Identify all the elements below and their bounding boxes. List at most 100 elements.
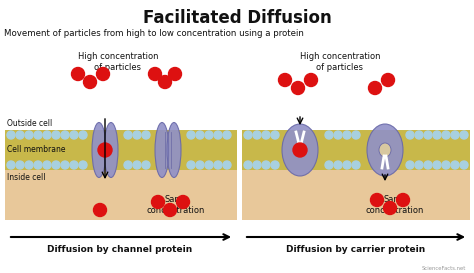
Circle shape	[383, 201, 396, 215]
Circle shape	[293, 143, 307, 157]
Circle shape	[451, 131, 459, 139]
Text: Same
concentration: Same concentration	[147, 195, 205, 215]
Circle shape	[187, 161, 195, 169]
Text: Cell membrane: Cell membrane	[7, 146, 65, 155]
Circle shape	[223, 131, 231, 139]
Circle shape	[424, 161, 432, 169]
Circle shape	[52, 161, 60, 169]
Circle shape	[52, 131, 60, 139]
Ellipse shape	[92, 123, 106, 177]
Circle shape	[214, 131, 222, 139]
Circle shape	[196, 161, 204, 169]
Text: Diffusion by channel protein: Diffusion by channel protein	[47, 245, 192, 254]
Circle shape	[176, 195, 190, 209]
Circle shape	[371, 194, 383, 206]
Circle shape	[196, 131, 204, 139]
Circle shape	[325, 161, 333, 169]
Ellipse shape	[282, 124, 318, 176]
Circle shape	[133, 131, 141, 139]
Circle shape	[79, 161, 87, 169]
Circle shape	[34, 131, 42, 139]
Ellipse shape	[167, 123, 181, 177]
FancyBboxPatch shape	[242, 130, 470, 170]
Circle shape	[124, 161, 132, 169]
Circle shape	[304, 73, 318, 87]
Circle shape	[442, 161, 450, 169]
Ellipse shape	[367, 124, 403, 176]
FancyBboxPatch shape	[242, 170, 470, 220]
Circle shape	[214, 161, 222, 169]
Circle shape	[396, 194, 410, 206]
Circle shape	[16, 161, 24, 169]
Circle shape	[460, 161, 468, 169]
Circle shape	[244, 131, 252, 139]
Circle shape	[79, 131, 87, 139]
Text: ScienceFacts.net: ScienceFacts.net	[422, 266, 466, 271]
Circle shape	[271, 131, 279, 139]
Circle shape	[7, 161, 15, 169]
Circle shape	[415, 131, 423, 139]
Circle shape	[83, 76, 97, 88]
Circle shape	[352, 161, 360, 169]
Circle shape	[7, 131, 15, 139]
Circle shape	[334, 161, 342, 169]
Circle shape	[223, 161, 231, 169]
Circle shape	[271, 161, 279, 169]
Ellipse shape	[379, 143, 391, 157]
Circle shape	[368, 82, 382, 94]
Circle shape	[325, 131, 333, 139]
FancyBboxPatch shape	[5, 130, 237, 170]
Circle shape	[43, 161, 51, 169]
Circle shape	[142, 161, 150, 169]
Circle shape	[133, 161, 141, 169]
Circle shape	[152, 195, 164, 209]
Text: Outside cell: Outside cell	[7, 118, 52, 127]
Circle shape	[343, 161, 351, 169]
Text: High concentration
of particles: High concentration of particles	[78, 52, 158, 72]
Circle shape	[142, 131, 150, 139]
Circle shape	[451, 161, 459, 169]
Circle shape	[61, 161, 69, 169]
Ellipse shape	[104, 123, 118, 177]
Circle shape	[334, 131, 342, 139]
Text: Facilitated Diffusion: Facilitated Diffusion	[143, 9, 331, 27]
Circle shape	[70, 161, 78, 169]
Circle shape	[124, 131, 132, 139]
Circle shape	[460, 131, 468, 139]
Circle shape	[253, 161, 261, 169]
Circle shape	[72, 67, 84, 81]
Circle shape	[205, 131, 213, 139]
Circle shape	[34, 161, 42, 169]
Circle shape	[433, 131, 441, 139]
Circle shape	[406, 161, 414, 169]
Circle shape	[148, 67, 162, 81]
Circle shape	[187, 131, 195, 139]
Circle shape	[25, 131, 33, 139]
Circle shape	[415, 161, 423, 169]
Circle shape	[16, 131, 24, 139]
Circle shape	[158, 76, 172, 88]
Circle shape	[292, 82, 304, 94]
Circle shape	[61, 131, 69, 139]
Circle shape	[98, 143, 112, 157]
Text: Inside cell: Inside cell	[7, 174, 46, 182]
Ellipse shape	[155, 123, 169, 177]
Circle shape	[168, 67, 182, 81]
Text: High concentration
of particles: High concentration of particles	[300, 52, 380, 72]
Circle shape	[352, 131, 360, 139]
Circle shape	[262, 131, 270, 139]
Circle shape	[406, 131, 414, 139]
Circle shape	[244, 161, 252, 169]
Circle shape	[343, 131, 351, 139]
Text: Movement of particles from high to low concentration using a protein: Movement of particles from high to low c…	[4, 29, 304, 38]
Circle shape	[205, 161, 213, 169]
Text: Same
concentration: Same concentration	[366, 195, 424, 215]
Circle shape	[70, 131, 78, 139]
Circle shape	[262, 161, 270, 169]
Circle shape	[97, 67, 109, 81]
Circle shape	[279, 73, 292, 87]
Circle shape	[424, 131, 432, 139]
Circle shape	[93, 203, 107, 216]
Text: Diffusion by carrier protein: Diffusion by carrier protein	[286, 245, 426, 254]
Circle shape	[433, 161, 441, 169]
